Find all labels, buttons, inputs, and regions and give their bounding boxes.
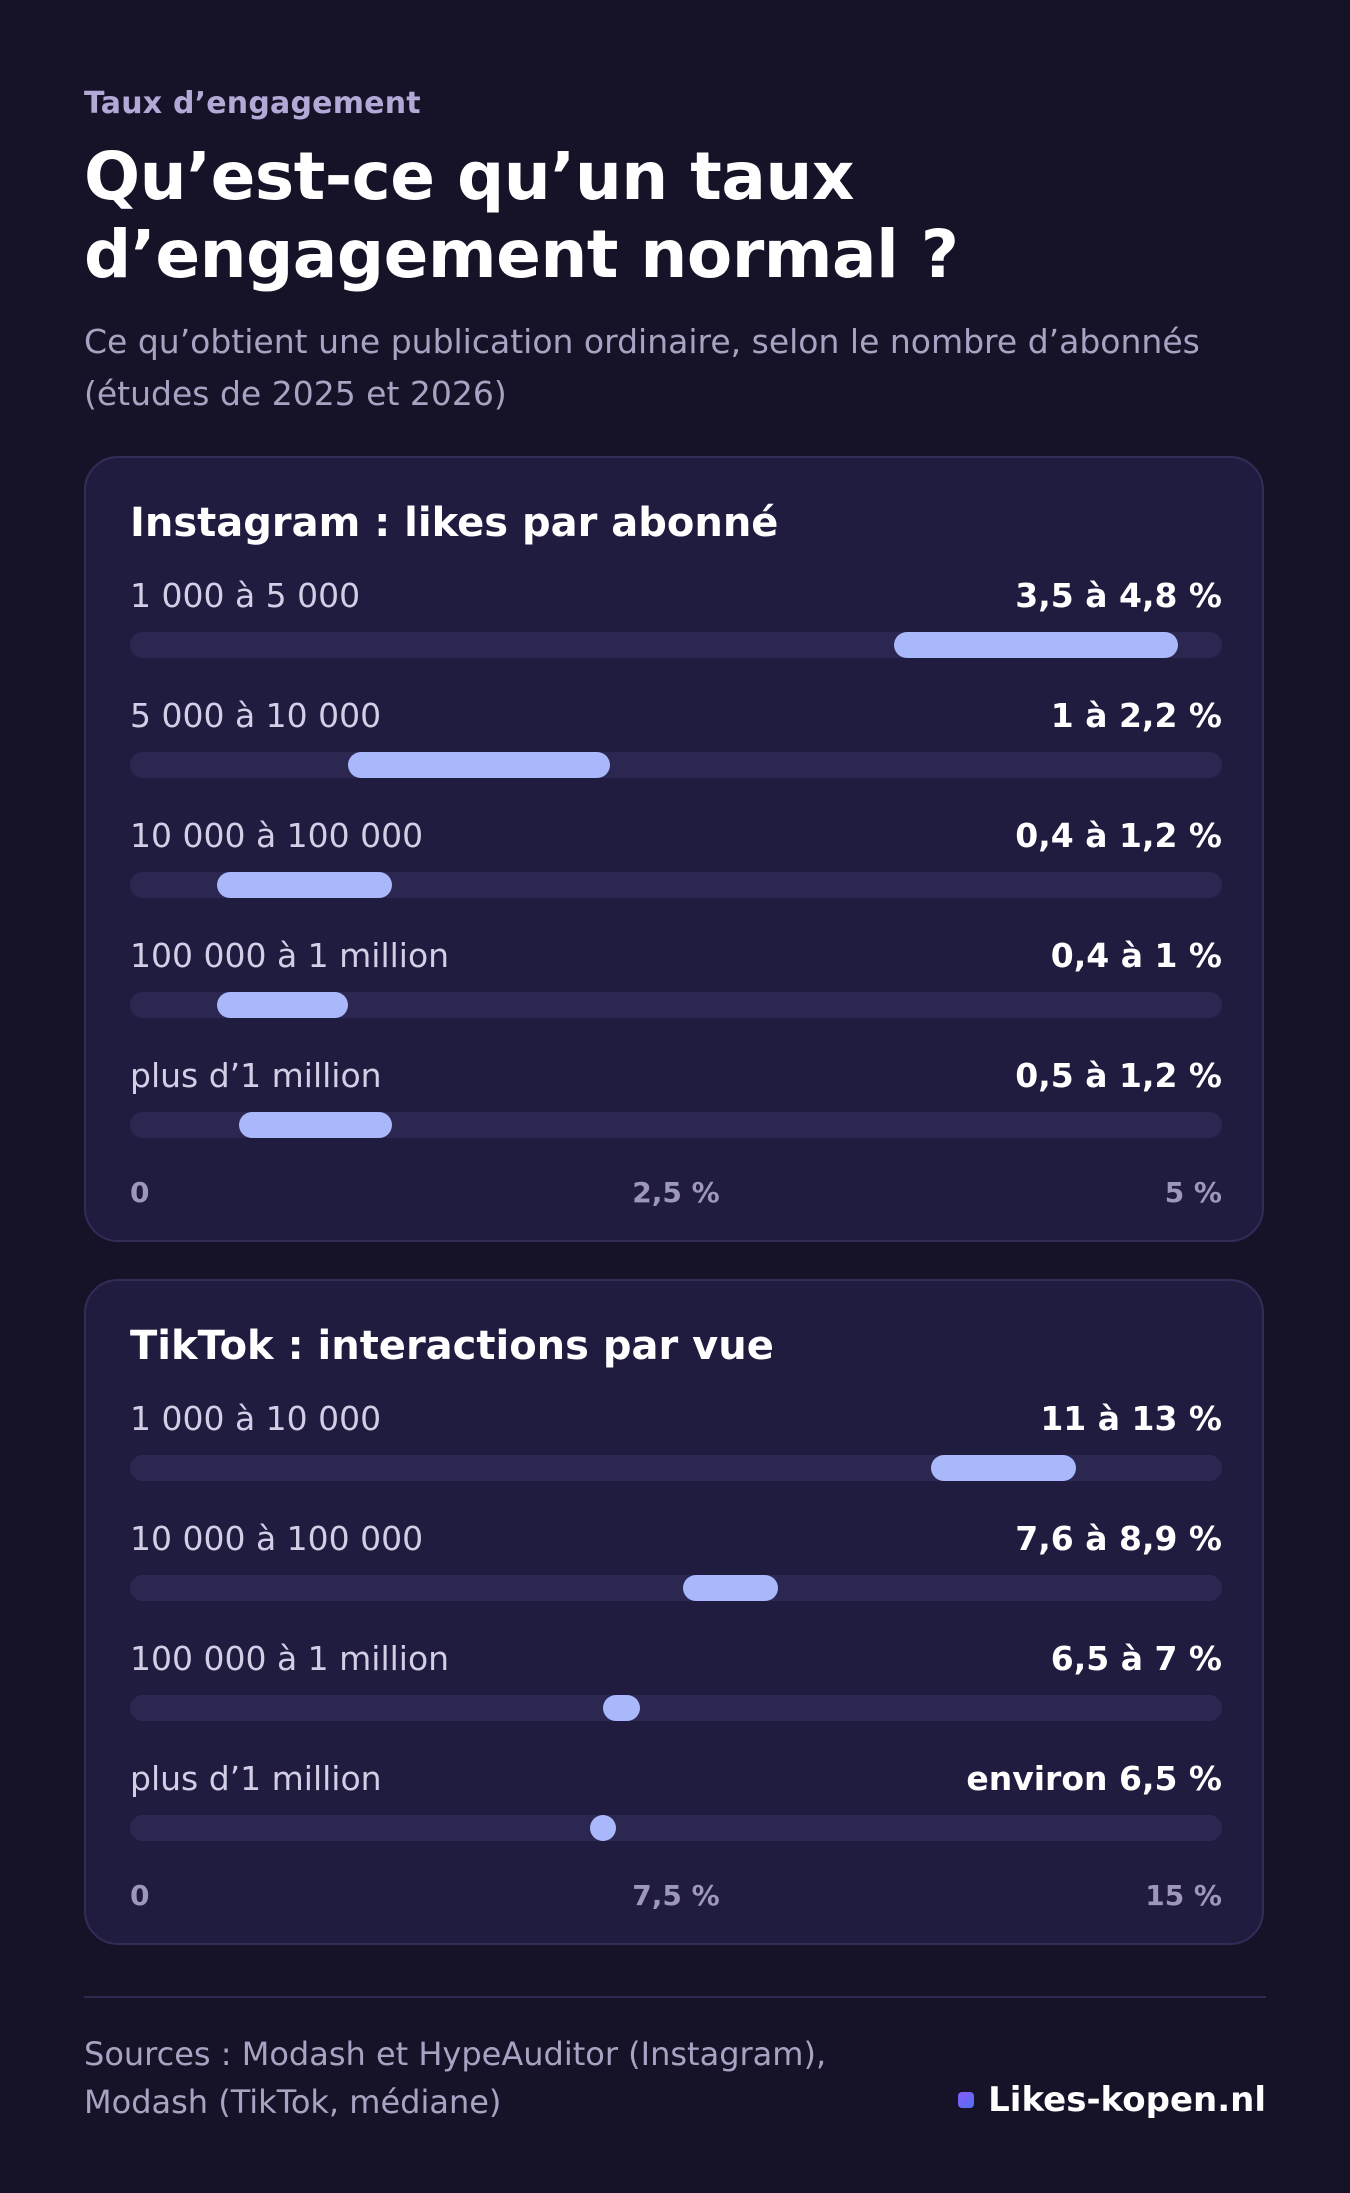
range-bar xyxy=(217,992,349,1018)
range-bar xyxy=(590,1815,617,1841)
chart-row: plus d’1 million 0,5 à 1,2 % xyxy=(130,1056,1222,1146)
chart-row: 100 000 à 1 million 0,4 à 1 % xyxy=(130,936,1222,1026)
range-bar xyxy=(348,752,611,778)
page-title: Qu’est-ce qu’un taux d’engagement normal… xyxy=(84,138,959,293)
range-bar xyxy=(239,1112,393,1138)
chart-row: 10 000 à 100 000 0,4 à 1,2 % xyxy=(130,816,1222,906)
row-value-label: 1 à 2,2 % xyxy=(1050,696,1222,735)
sources-note: Sources : Modash et HypeAuditor (Instagr… xyxy=(84,2035,827,2121)
brand[interactable]: Likes-kopen.nl xyxy=(958,2080,1266,2120)
page-subtitle: Ce qu’obtient une publication ordinaire,… xyxy=(84,322,1200,413)
chart-row: 5 000 à 10 000 1 à 2,2 % xyxy=(130,696,1222,786)
range-bar xyxy=(683,1575,778,1601)
footer-divider xyxy=(84,1996,1266,1998)
x-tick-label: 0 xyxy=(130,1879,150,1912)
range-track xyxy=(130,752,1222,778)
x-tick-label: 7,5 % xyxy=(632,1879,720,1912)
chart-row: 10 000 à 100 000 7,6 à 8,9 % xyxy=(130,1519,1222,1609)
row-label: 5 000 à 10 000 xyxy=(130,696,382,735)
chart-title: TikTok : interactions par vue xyxy=(130,1323,774,1369)
row-label: plus d’1 million xyxy=(130,1759,382,1798)
x-axis: 0 7,5 % 15 % xyxy=(130,1879,1222,1919)
chart-row: plus d’1 million environ 6,5 % xyxy=(130,1759,1222,1849)
row-value-label: 0,5 à 1,2 % xyxy=(1015,1056,1222,1095)
row-label: 1 000 à 5 000 xyxy=(130,576,361,615)
range-track xyxy=(130,1575,1222,1601)
x-tick-label: 0 xyxy=(130,1176,150,1209)
eyebrow: Taux d’engagement xyxy=(84,86,421,121)
row-value-label: 0,4 à 1,2 % xyxy=(1015,816,1222,855)
row-value-label: 3,5 à 4,8 % xyxy=(1015,576,1222,615)
x-tick-label: 2,5 % xyxy=(632,1176,720,1209)
range-bar xyxy=(930,1455,1077,1481)
tiktok-chart-card: TikTok : interactions par vue 1 000 à 10… xyxy=(84,1279,1264,1945)
row-value-label: 6,5 à 7 % xyxy=(1050,1639,1222,1678)
range-bar xyxy=(217,872,393,898)
range-bar xyxy=(894,632,1179,658)
chart-row: 100 000 à 1 million 6,5 à 7 % xyxy=(130,1639,1222,1729)
chart-row: 1 000 à 5 000 3,5 à 4,8 % xyxy=(130,576,1222,666)
row-label: plus d’1 million xyxy=(130,1056,382,1095)
range-track xyxy=(130,1455,1222,1481)
range-track xyxy=(130,1815,1222,1841)
range-bar xyxy=(603,1695,640,1721)
chart-row: 1 000 à 10 000 11 à 13 % xyxy=(130,1399,1222,1489)
row-label: 100 000 à 1 million xyxy=(130,936,450,975)
range-track xyxy=(130,872,1222,898)
range-track xyxy=(130,1112,1222,1138)
chart-title: Instagram : likes par abonné xyxy=(130,500,779,546)
brand-name: Likes-kopen.nl xyxy=(988,2080,1266,2120)
range-track xyxy=(130,632,1222,658)
row-value-label: 11 à 13 % xyxy=(1040,1399,1222,1438)
row-label: 10 000 à 100 000 xyxy=(130,816,424,855)
row-value-label: 7,6 à 8,9 % xyxy=(1015,1519,1222,1558)
x-axis: 0 2,5 % 5 % xyxy=(130,1176,1222,1216)
range-track xyxy=(130,1695,1222,1721)
row-value-label: environ 6,5 % xyxy=(966,1759,1222,1798)
row-label: 100 000 à 1 million xyxy=(130,1639,450,1678)
range-track xyxy=(130,992,1222,1018)
instagram-chart-card: Instagram : likes par abonné 1 000 à 5 0… xyxy=(84,456,1264,1242)
x-tick-label: 15 % xyxy=(1145,1879,1222,1912)
row-label: 1 000 à 10 000 xyxy=(130,1399,382,1438)
row-label: 10 000 à 100 000 xyxy=(130,1519,424,1558)
x-tick-label: 5 % xyxy=(1164,1176,1222,1209)
brand-square-icon xyxy=(958,2092,975,2108)
row-value-label: 0,4 à 1 % xyxy=(1050,936,1222,975)
